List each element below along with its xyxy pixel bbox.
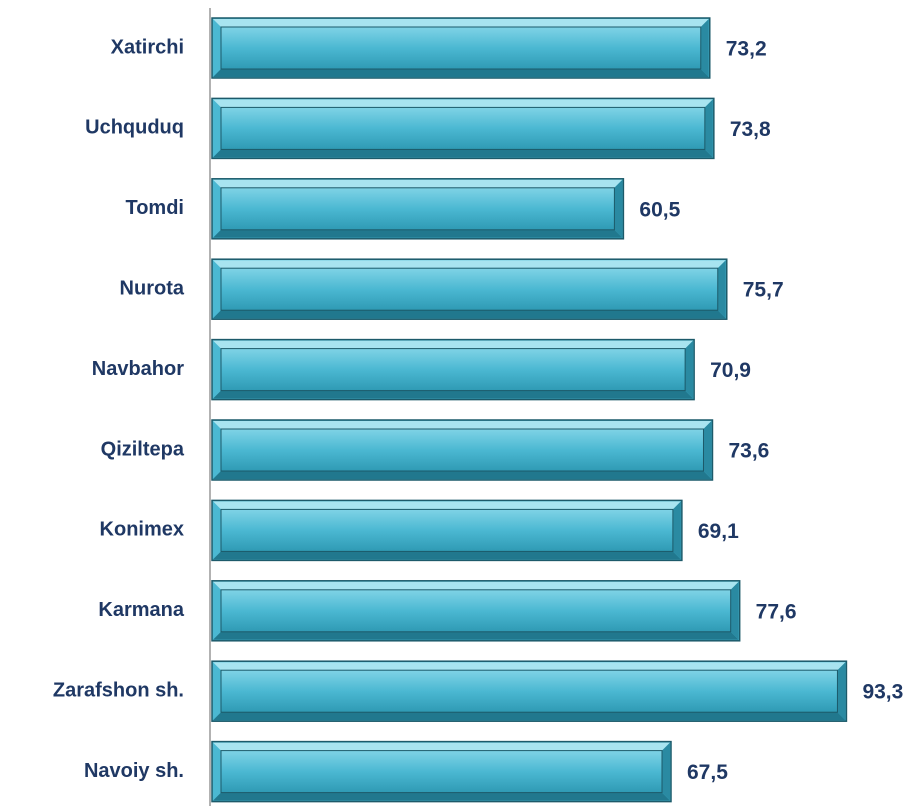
bar-face: [220, 106, 706, 150]
y-tick-label: Navoiy sh.: [84, 760, 184, 782]
bar-bevel: [213, 390, 694, 399]
bar-bevel: [213, 712, 846, 721]
bar-bevel: [213, 421, 712, 429]
bar-bevel: [213, 792, 670, 801]
bar-bevel: [213, 69, 709, 77]
bar-bevel: [672, 501, 681, 560]
bar-face: [220, 750, 663, 794]
bar-face: [220, 187, 615, 231]
data-label: 93,3: [862, 681, 903, 704]
bar-bevel: [213, 19, 709, 27]
data-label: 77,6: [756, 600, 797, 623]
y-tick-label: Tomdi: [125, 197, 184, 219]
bar-bevel: [213, 310, 726, 319]
y-tick-label: Konimex: [100, 519, 184, 541]
bar-bevel: [213, 340, 694, 349]
y-tick-label: Navbahor: [92, 358, 184, 380]
bar-face: [220, 669, 838, 713]
data-label: 67,5: [687, 761, 728, 784]
data-label: 69,1: [698, 520, 739, 543]
bar-face: [220, 508, 674, 552]
data-label: 73,8: [730, 118, 771, 141]
bar-bevel: [717, 260, 726, 319]
y-tick-label: Xatirchi: [111, 36, 184, 58]
y-tick-label: Uchquduq: [85, 117, 184, 139]
bar-bevel: [213, 179, 623, 188]
y-tick-label: Karmana: [98, 599, 184, 621]
bar-bevel: [837, 662, 846, 721]
bar-bevel: [213, 551, 681, 560]
bar-bevel: [700, 19, 709, 77]
bar-bevel: [213, 229, 623, 238]
bar-bevel: [685, 340, 694, 399]
data-label: 70,9: [710, 359, 751, 382]
bar-bevel: [614, 179, 623, 238]
bar-bevel: [213, 501, 681, 510]
bar-bevel: [213, 99, 713, 108]
bar-face: [220, 428, 704, 472]
bar-bevel: [213, 742, 670, 751]
bar-face: [220, 267, 719, 311]
bar-bevel: [213, 662, 846, 671]
bar-bevel: [213, 260, 726, 269]
y-tick-label: Zarafshon sh.: [53, 679, 184, 701]
bar-face: [220, 589, 732, 633]
bar-bevel: [213, 149, 713, 158]
bar-bevel: [704, 99, 713, 158]
bar-bevel: [703, 421, 712, 479]
bar-face: [220, 348, 686, 392]
y-tick-label: Qiziltepa: [101, 438, 185, 460]
bar-bevel: [213, 631, 739, 640]
data-label: 60,5: [639, 198, 680, 221]
data-label: 75,7: [743, 279, 784, 302]
bar-face: [220, 26, 702, 70]
bar-bevel: [730, 581, 739, 640]
bar-bevel: [213, 581, 739, 590]
data-label: 73,2: [726, 38, 767, 61]
data-label: 73,6: [728, 440, 769, 463]
bar-bevel: [213, 471, 712, 479]
y-tick-label: Nurota: [120, 277, 185, 299]
bar-bevel: [662, 742, 670, 801]
